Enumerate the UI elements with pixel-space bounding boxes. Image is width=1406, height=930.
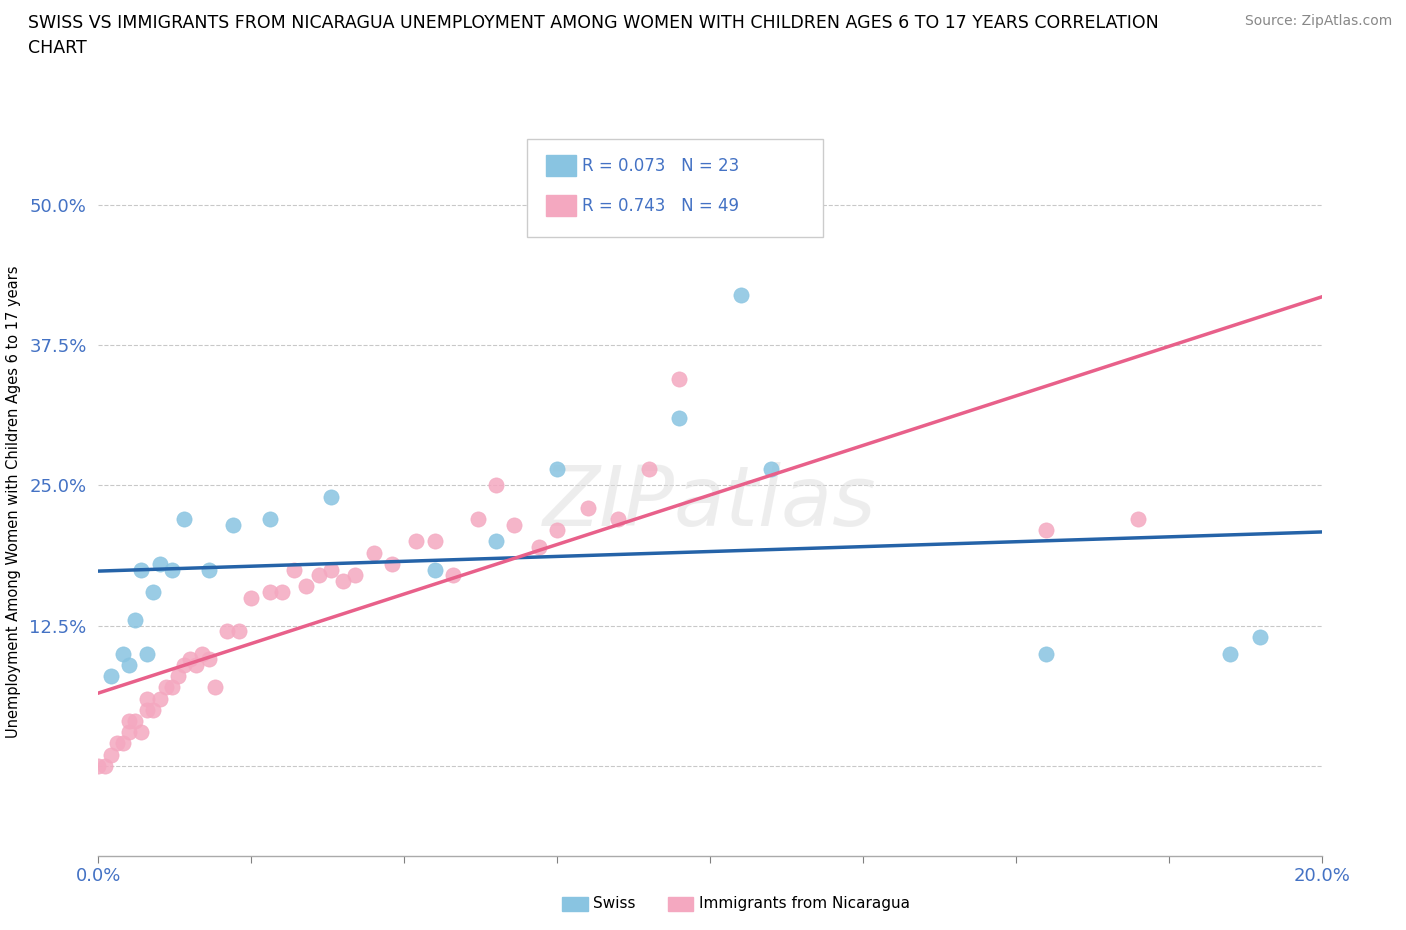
Point [485,478,508,493]
Point [142,702,165,717]
Point [1035,646,1057,661]
Point [1035,523,1057,538]
Text: Swiss: Swiss [593,897,636,911]
Point [204,680,226,695]
Point [155,680,177,695]
Point [283,562,305,577]
Point [467,512,489,526]
Text: R = 0.073   N = 23: R = 0.073 N = 23 [582,156,740,175]
Point [270,585,292,600]
Point [105,736,128,751]
Point [319,489,342,504]
Point [668,371,690,386]
Y-axis label: Unemployment Among Women with Children Ages 6 to 17 years: Unemployment Among Women with Children A… [6,266,21,738]
Point [1219,646,1241,661]
Point [179,652,201,667]
Text: ZIPatlas: ZIPatlas [543,461,877,543]
Point [215,624,238,639]
Point [129,724,152,739]
Point [363,545,385,560]
Point [503,517,526,532]
Point [730,287,752,302]
Point [93,758,115,773]
Point [149,556,172,571]
Point [100,669,122,684]
Point [259,585,281,600]
Point [118,713,141,728]
Point [1249,630,1271,644]
Point [197,652,219,667]
Point [546,523,568,538]
Point [381,556,404,571]
Point [344,567,367,582]
Point [332,573,354,588]
Point [319,562,342,577]
Point [111,646,134,661]
Point [111,736,134,751]
Point [186,658,208,672]
Point [160,680,183,695]
Text: R = 0.743   N = 49: R = 0.743 N = 49 [582,196,740,215]
Text: SWISS VS IMMIGRANTS FROM NICARAGUA UNEMPLOYMENT AMONG WOMEN WITH CHILDREN AGES 6: SWISS VS IMMIGRANTS FROM NICARAGUA UNEMP… [28,14,1159,32]
Point [308,567,330,582]
Point [124,613,146,628]
Point [191,646,214,661]
Point [423,562,446,577]
Point [142,585,165,600]
Point [637,461,661,476]
Point [129,562,152,577]
Point [228,624,250,639]
Point [485,534,508,549]
Text: Immigrants from Nicaragua: Immigrants from Nicaragua [699,897,910,911]
Point [173,658,195,672]
Point [759,461,782,476]
Point [197,562,219,577]
Text: Source: ZipAtlas.com: Source: ZipAtlas.com [1244,14,1392,28]
Point [136,702,159,717]
Point [222,517,245,532]
Point [87,758,110,773]
Point [149,691,172,706]
Point [607,512,630,526]
Point [668,411,690,426]
Point [136,646,159,661]
Point [423,534,446,549]
Point [576,500,599,515]
Point [1128,512,1150,526]
Point [173,512,195,526]
Point [240,591,263,605]
Point [259,512,281,526]
Point [405,534,427,549]
Point [118,724,141,739]
Point [100,747,122,762]
Point [124,713,146,728]
Point [527,539,550,554]
Point [118,658,141,672]
Text: CHART: CHART [28,39,87,57]
Point [295,578,318,593]
Point [136,691,159,706]
Point [441,567,464,582]
Point [167,669,190,684]
Point [160,562,183,577]
Point [546,461,568,476]
